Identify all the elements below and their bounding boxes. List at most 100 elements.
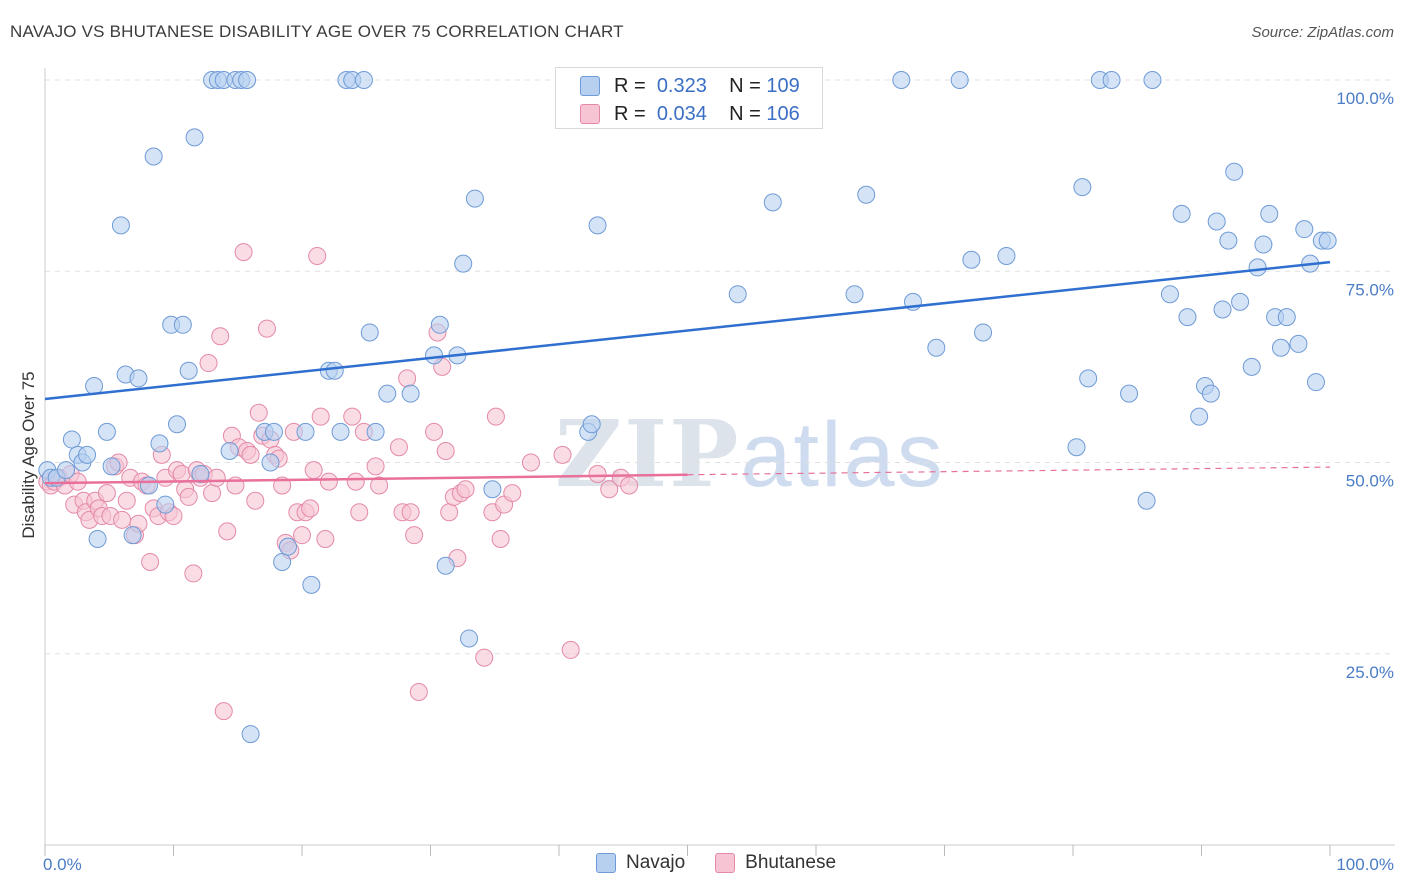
bhutanese-point [491, 530, 510, 548]
navajo-point [1254, 235, 1273, 254]
navajo-point [1306, 373, 1325, 392]
bhutanese-point [350, 503, 369, 522]
navajo-point [185, 128, 204, 147]
navajo-point [1248, 258, 1267, 277]
navajo-point [360, 323, 379, 342]
navajo-point [1143, 71, 1162, 89]
navajo-point [325, 361, 344, 380]
navajo-point [191, 464, 210, 483]
navajo-trend-line [44, 260, 1331, 401]
stats-legend: R = 0.323 N = 109 R = 0.034 N = 106 [555, 67, 823, 129]
navajo-point [156, 495, 175, 514]
navajo-point [436, 556, 455, 575]
navajo-point [354, 71, 373, 89]
navajo-swatch [596, 853, 616, 873]
bhutanese-point [561, 640, 580, 659]
bhutanese-trend-extension [687, 466, 1331, 476]
r-value: 0.034 [656, 102, 707, 125]
chart-title: NAVAJO VS BHUTANESE DISABILITY AGE OVER … [10, 22, 624, 41]
navajo-point [845, 285, 864, 304]
bhutanese-point [117, 491, 136, 510]
navajo-point [238, 71, 257, 89]
bhutanese-point [97, 484, 116, 503]
r-value: 0.323 [656, 74, 707, 97]
grid-lines [45, 79, 1395, 655]
bhutanese-point [401, 503, 420, 522]
bhutanese-point [486, 407, 505, 426]
navajo-point [1231, 292, 1250, 311]
bhutanese-point [409, 683, 428, 701]
bhutanese-point [456, 480, 475, 499]
navajo-point [1172, 204, 1191, 223]
n-value: 106 [766, 102, 800, 125]
navajo-point [102, 457, 121, 476]
navajo-point [454, 254, 473, 273]
navajo-swatch [580, 76, 600, 96]
navajo-point [588, 216, 607, 235]
bhutanese-point [620, 476, 639, 495]
navajo-point [1201, 384, 1220, 403]
navajo-point [296, 422, 315, 441]
bhutanese-point [319, 472, 338, 491]
bhutanese-point [179, 487, 198, 506]
bhutanese-point [308, 246, 327, 265]
navajo-point [460, 629, 479, 648]
navajo-point [950, 71, 969, 89]
navajo-point [1067, 438, 1086, 457]
bhutanese-swatch [715, 853, 736, 873]
legend-row-bhutanese: R = 0.034 N = 106 [580, 100, 800, 128]
navajo-point [1178, 308, 1197, 327]
navajo-point [62, 430, 81, 449]
bhutanese-point [241, 445, 260, 464]
navajo-point [168, 415, 187, 434]
bhutanese-point [553, 445, 572, 464]
navajo-point [264, 422, 283, 441]
navajo-point [302, 575, 321, 594]
navajo-point [331, 422, 350, 441]
legend-item-navajo: Navajo [596, 852, 685, 874]
bhutanese-point [141, 552, 160, 571]
navajo-point [582, 415, 601, 434]
axes [44, 68, 1395, 856]
bhutanese-point [588, 464, 607, 483]
tick-labels: 25.0% 50.0% 75.0% 100.0% 0.0% 100.0% Disabilit… [19, 89, 1394, 874]
navajo-point [1225, 162, 1244, 181]
navajo-points [38, 71, 1337, 744]
navajo-point [1289, 334, 1308, 353]
navajo-point [278, 537, 297, 556]
navajo-point [273, 552, 292, 571]
bhutanese-point [207, 468, 226, 487]
navajo-point [57, 461, 76, 480]
navajo-point [927, 338, 946, 357]
navajo-point [1213, 300, 1232, 319]
y-tick-label: 75.0% [1346, 280, 1394, 299]
navajo-point [1207, 212, 1226, 231]
trend-lines [44, 260, 1331, 485]
n-label: N = [729, 102, 761, 125]
navajo-point [465, 189, 484, 208]
bhutanese-point [389, 438, 408, 457]
bhutanese-point [398, 369, 417, 388]
r-label: R = [614, 102, 646, 125]
bhutanese-point [218, 522, 237, 541]
bhutanese-point [246, 491, 265, 510]
navajo-point [892, 71, 911, 89]
n-value: 109 [766, 74, 800, 97]
bhutanese-swatch [580, 104, 600, 124]
navajo-point [1318, 231, 1337, 250]
bhutanese-point [366, 457, 385, 476]
navajo-point [728, 285, 747, 304]
legend-item-bhutanese: Bhutanese [715, 852, 836, 874]
bhutanese-point [301, 499, 320, 518]
source-label: Source: ZipAtlas.com [1251, 24, 1394, 41]
bhutanese-point [214, 702, 233, 721]
navajo-point [241, 725, 260, 744]
n-label: N = [729, 74, 761, 97]
bhutanese-point [203, 484, 222, 503]
bhutanese-point [440, 503, 459, 522]
navajo-point [1242, 357, 1261, 376]
navajo-point [430, 315, 449, 334]
navajo-point [401, 384, 420, 403]
bhutanese-point [211, 327, 230, 346]
watermark: ZIPatlas [555, 400, 945, 508]
